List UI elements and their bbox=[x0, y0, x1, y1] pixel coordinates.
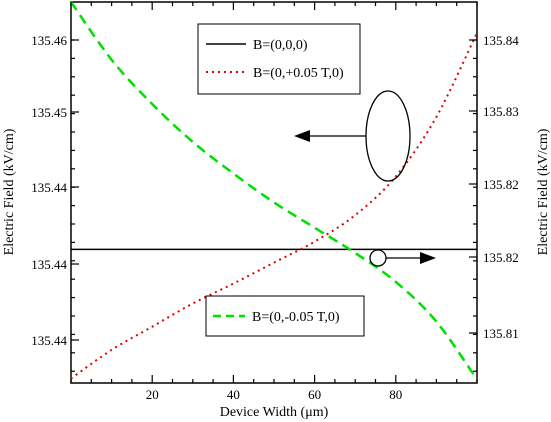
x-tick-label-0: 20 bbox=[146, 387, 159, 402]
annotation-ellipse bbox=[365, 90, 411, 182]
annotation-left-axis bbox=[294, 90, 411, 182]
x-tick-label-1: 40 bbox=[227, 387, 240, 402]
series-line-1 bbox=[70, 32, 478, 380]
tick-layer: 20 40 60 80 135.44 135.44 135.44 135.45 135.46 13… bbox=[31, 2, 519, 402]
legend-top: B=(0,0,0) B=(0,+0.05 T,0) bbox=[197, 23, 361, 95]
y-right-axis-title: Electric Field (kV/cm) bbox=[536, 128, 551, 255]
series-layer bbox=[69, 1, 479, 381]
legend-top-box bbox=[197, 23, 361, 95]
annotation-circle bbox=[369, 249, 387, 267]
y-left-tick-label-2: 135.44 bbox=[31, 180, 67, 195]
y-left-tick-label-1: 135.44 bbox=[31, 257, 67, 272]
y-left-tick-label-3: 135.45 bbox=[31, 105, 67, 120]
y-right-tick-label-1: 135.82 bbox=[483, 250, 519, 265]
series-line-2 bbox=[69, 1, 479, 381]
y-right-tick-label-3: 135.83 bbox=[483, 104, 519, 119]
annotation-left-arrowhead bbox=[294, 130, 310, 142]
x-tick-label-3: 80 bbox=[389, 387, 402, 402]
legend-top-label-1: B=(0,+0.05 T,0) bbox=[253, 66, 344, 81]
y-left-axis-title: Electric Field (kV/cm) bbox=[2, 128, 17, 255]
legend-bottom-label-0: B=(0,-0.05 T,0) bbox=[252, 310, 340, 325]
annotation-right-arrowhead bbox=[420, 252, 436, 264]
annotation-right-axis bbox=[369, 249, 436, 267]
x-axis-title: Device Width (μm) bbox=[220, 405, 329, 420]
x-tick-label-2: 60 bbox=[308, 387, 321, 402]
legend-top-label-0: B=(0,0,0) bbox=[253, 38, 308, 53]
y-right-tick-label-0: 135.81 bbox=[483, 326, 519, 341]
legend-bottom: B=(0,-0.05 T,0) bbox=[205, 295, 365, 337]
y-left-tick-label-4: 135.46 bbox=[31, 33, 67, 48]
y-right-tick-label-2: 135.82 bbox=[483, 177, 519, 192]
y-left-tick-label-0: 135.44 bbox=[31, 333, 67, 348]
y-right-tick-label-4: 135.84 bbox=[483, 33, 519, 48]
